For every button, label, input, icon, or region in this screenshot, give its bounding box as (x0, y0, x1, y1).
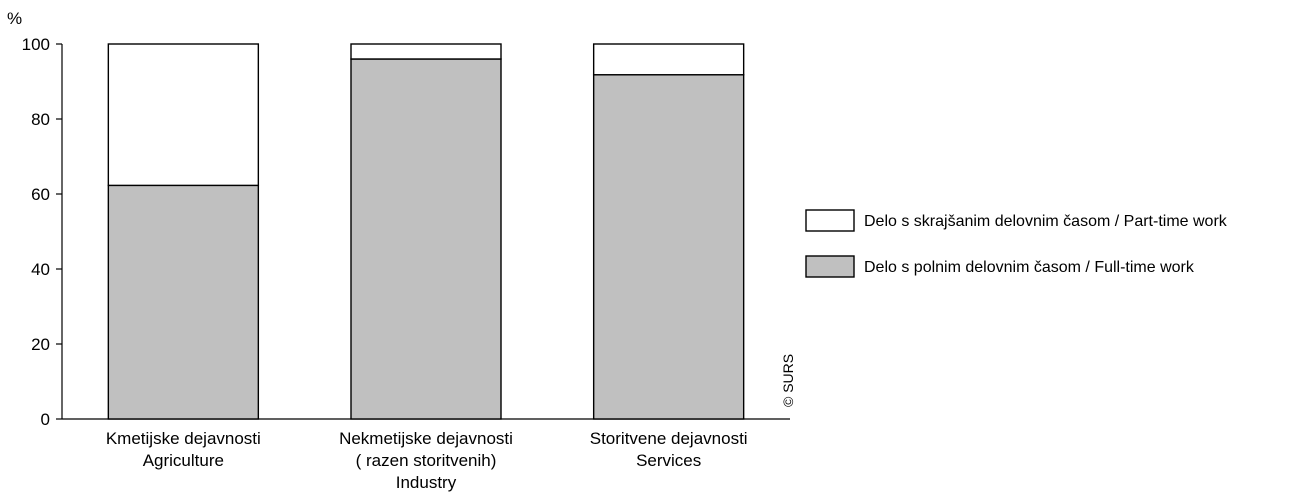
category-label: Services (636, 451, 701, 470)
y-tick-label: 80 (31, 110, 50, 129)
category-label: Storitvene dejavnosti (590, 429, 748, 448)
source-credit: © SURS (780, 354, 796, 407)
y-tick-label: 0 (41, 410, 50, 429)
bar-segment-full-time (350, 58, 502, 420)
category-label: Kmetijske dejavnosti (106, 429, 261, 448)
bars (107, 43, 745, 420)
bar-segment-part-time (107, 43, 260, 187)
y-tick-label: 60 (31, 185, 50, 204)
category-label: Industry (396, 473, 457, 492)
category-label: ( razen storitvenih) (356, 451, 497, 470)
y-tick-label: 100 (22, 35, 50, 54)
legend-label: Delo s polnim delovnim časom / Full-time… (864, 259, 1195, 276)
category-label: Nekmetijske dejavnosti (339, 429, 513, 448)
bar-segment-full-time (592, 74, 745, 420)
y-ticks: 0 20 40 60 80 100 (22, 35, 62, 429)
category-label: Agriculture (143, 451, 224, 470)
legend-label: Delo s skrajšanim delovnim časom / Part-… (864, 213, 1228, 230)
category-labels: Kmetijske dejavnosti Agriculture Nekmetijs… (106, 429, 748, 492)
y-unit-label: % (7, 9, 22, 28)
y-tick-label: 40 (31, 260, 50, 279)
legend: Delo s skrajšanim delovnim časom / Part-… (805, 209, 1228, 278)
bar-segment-full-time (107, 184, 260, 420)
legend-swatch (805, 209, 855, 232)
legend-swatch (805, 255, 855, 278)
bar-segment-part-time (350, 43, 502, 60)
bar-segment-part-time (592, 43, 745, 76)
y-tick-label: 20 (31, 335, 50, 354)
